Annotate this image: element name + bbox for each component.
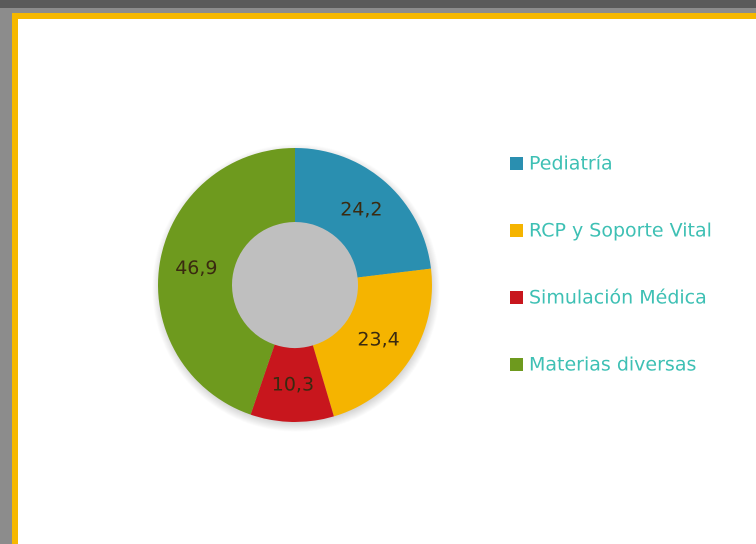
legend-swatch: [510, 224, 523, 237]
legend-label: RCP y Soporte Vital: [529, 220, 712, 242]
value-label: 10,3: [272, 373, 314, 395]
value-label: 24,2: [340, 199, 382, 221]
value-label: 23,4: [357, 328, 399, 350]
legend-label: Simulación Médica: [529, 287, 707, 309]
slice: [312, 268, 432, 417]
value-label: 46,9: [175, 257, 217, 279]
legend-swatch: [510, 358, 523, 371]
legend-swatch: [510, 157, 523, 170]
slice: [158, 148, 295, 415]
legend-label: Materias diversas: [529, 354, 696, 376]
top-bar: [0, 0, 756, 8]
slice: [250, 344, 334, 422]
legend-swatch: [510, 291, 523, 304]
slice: [295, 148, 432, 278]
legend-label: Pediatría: [529, 153, 613, 175]
